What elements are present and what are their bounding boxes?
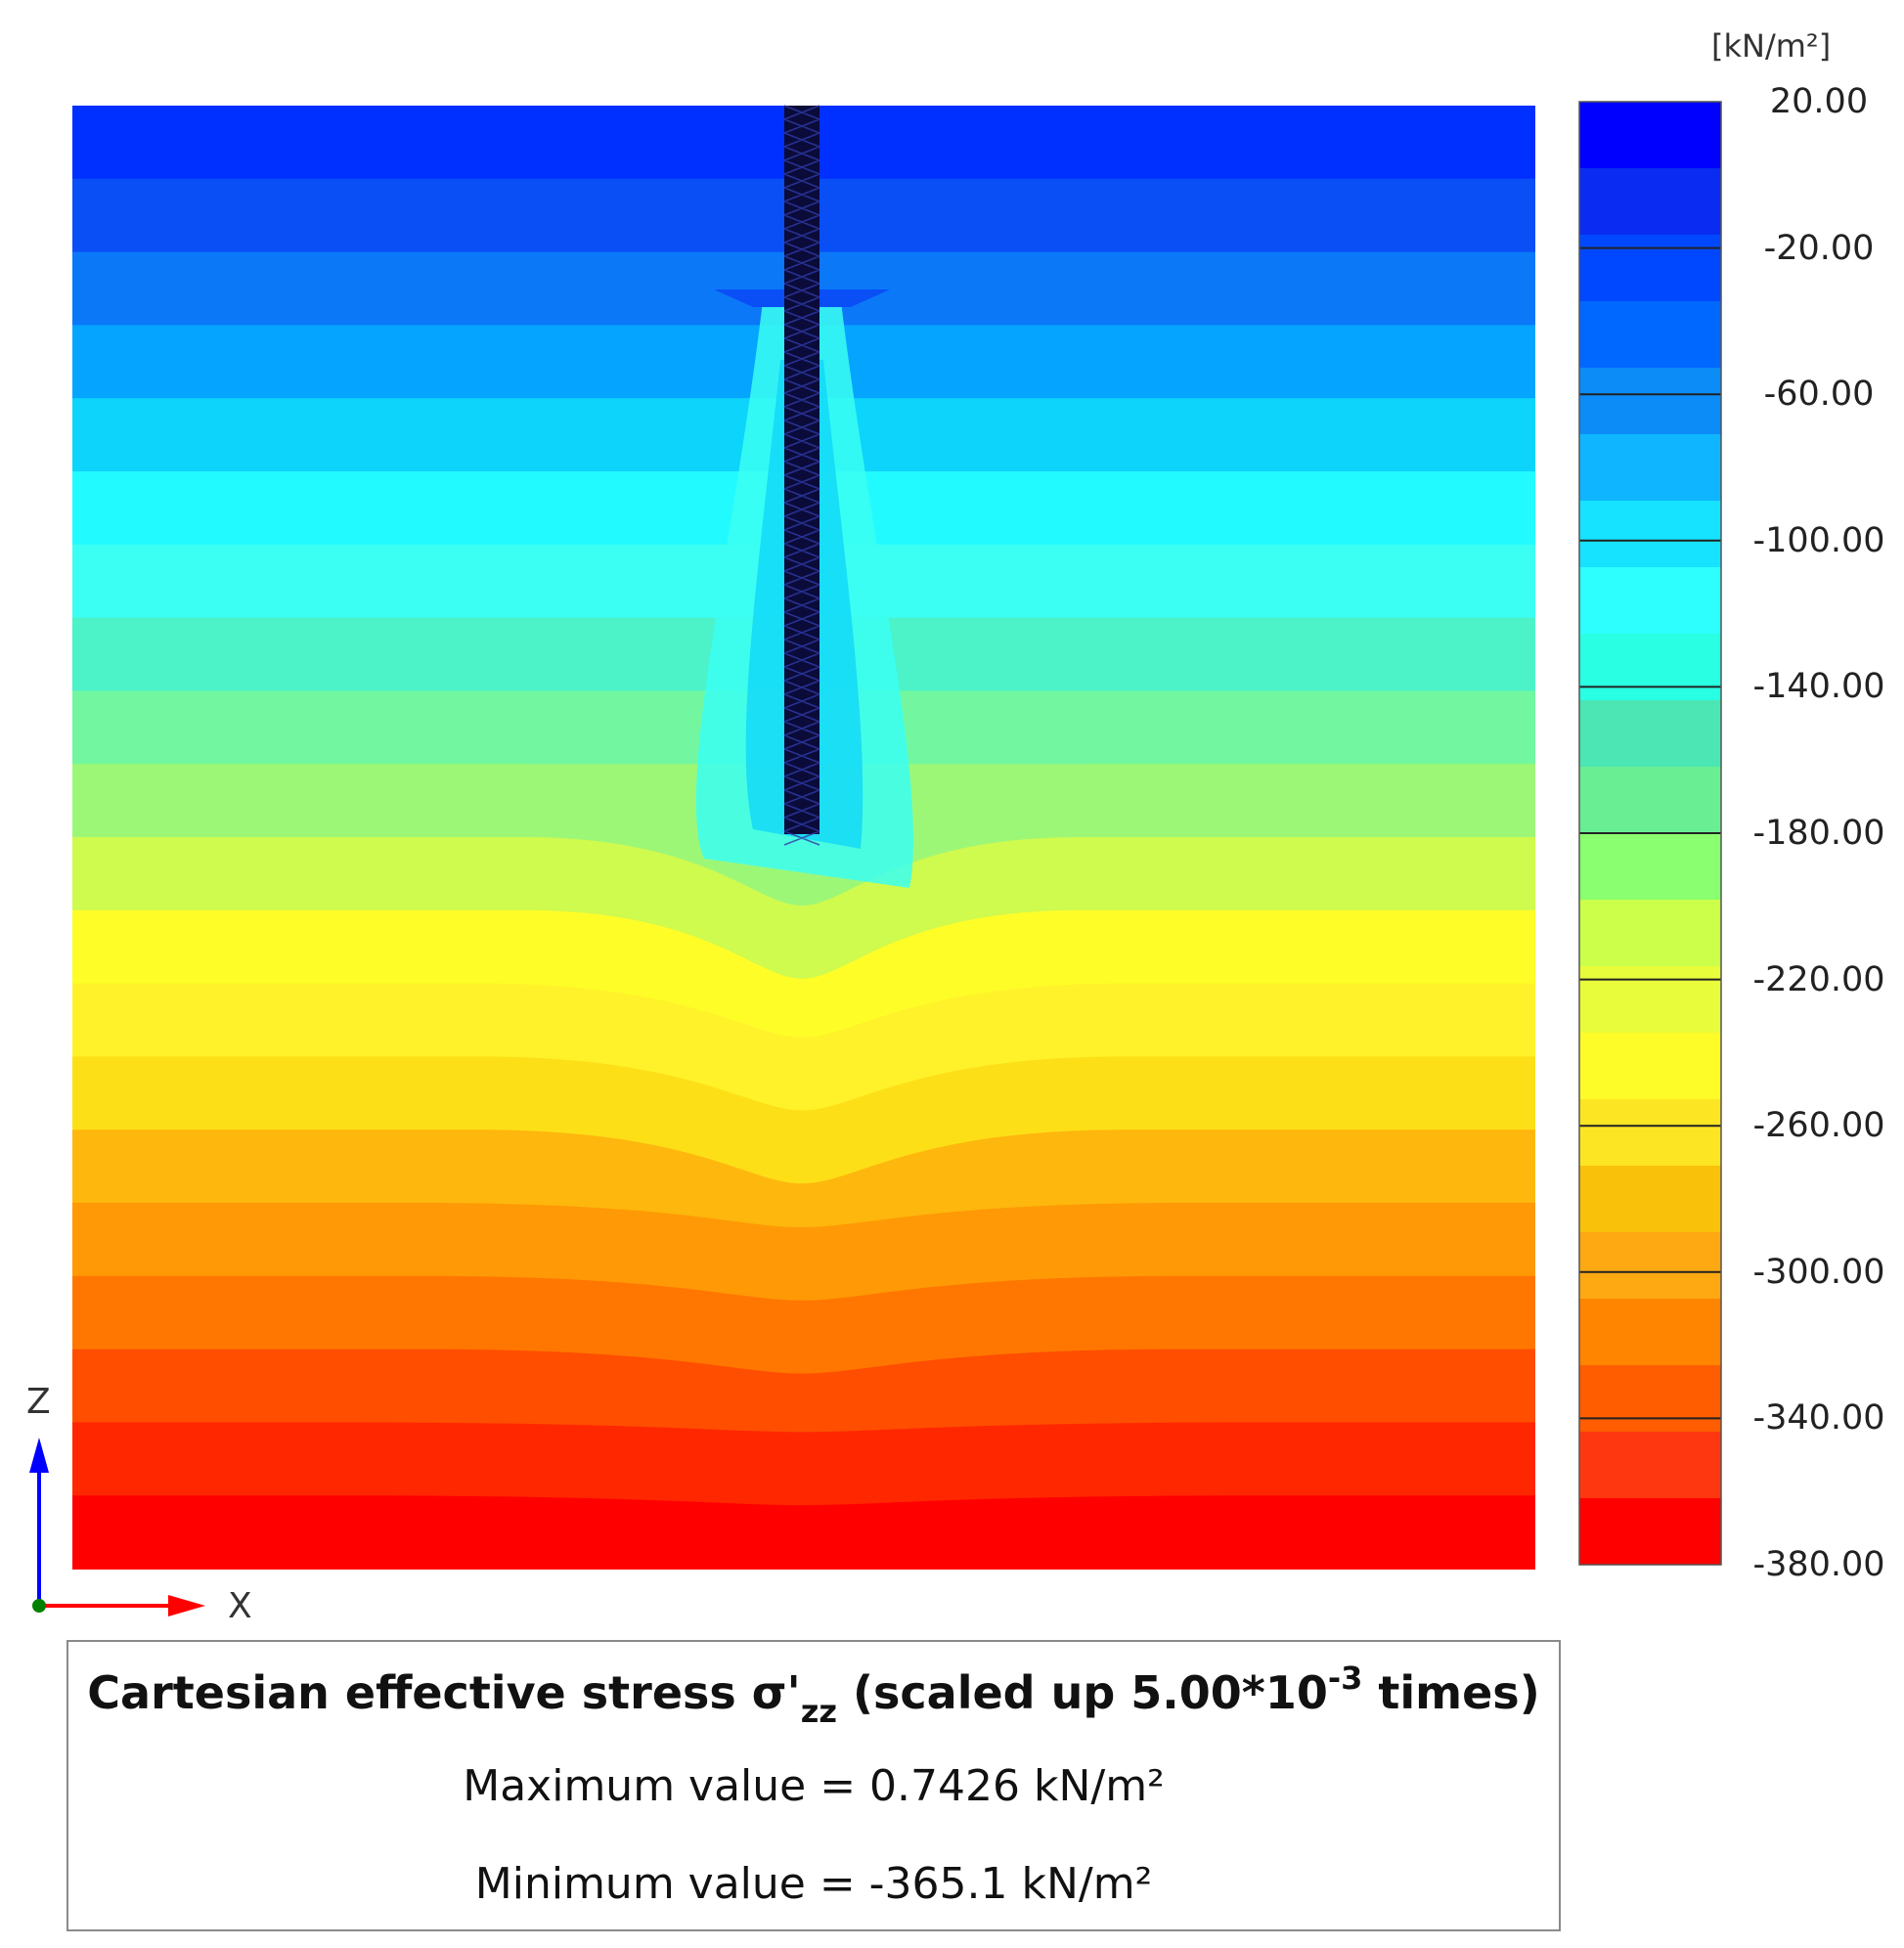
legend-band bbox=[1579, 634, 1721, 701]
legend-band bbox=[1579, 1498, 1721, 1566]
legend-color-bar bbox=[1578, 101, 1722, 1566]
legend-tick-label: -340.00 bbox=[1752, 1398, 1885, 1439]
plot-title: Cartesian effective stress σ'zz (scaled … bbox=[87, 1660, 1540, 1730]
legend-band bbox=[1579, 434, 1721, 502]
legend-band bbox=[1579, 900, 1721, 967]
minimum-value-text: Minimum value = -365.1 kN/m² bbox=[474, 1859, 1153, 1909]
legend-band bbox=[1579, 833, 1721, 901]
x-axis-arrowhead bbox=[168, 1595, 205, 1616]
legend-unit-label: [kN/m²] bbox=[1711, 27, 1832, 65]
legend-band bbox=[1579, 368, 1721, 435]
contour-band-shape bbox=[72, 1495, 1535, 1569]
legend-tick-label: -140.00 bbox=[1752, 667, 1885, 707]
legend-band bbox=[1579, 1299, 1721, 1366]
axis-triad bbox=[29, 1438, 205, 1616]
legend-band bbox=[1579, 1033, 1721, 1100]
legend-band bbox=[1579, 1099, 1721, 1167]
legend-tick-label: -180.00 bbox=[1752, 814, 1885, 853]
axis-x-label: X bbox=[228, 1586, 252, 1626]
info-box: Cartesian effective stress σ'zz (scaled … bbox=[66, 1640, 1561, 1931]
legend-band bbox=[1579, 1432, 1721, 1499]
legend-band bbox=[1579, 1166, 1721, 1233]
maximum-value-text: Maximum value = 0.7426 kN/m² bbox=[463, 1761, 1165, 1811]
legend-band bbox=[1579, 301, 1721, 369]
legend-frame bbox=[1578, 101, 1722, 1566]
pile-mesh bbox=[783, 105, 820, 846]
legend-band bbox=[1579, 235, 1721, 302]
axis-z-label: Z bbox=[26, 1382, 51, 1422]
legend-band bbox=[1579, 1232, 1721, 1300]
legend-band bbox=[1579, 501, 1721, 568]
pile-body bbox=[784, 106, 819, 834]
legend-tick-label: -220.00 bbox=[1752, 959, 1885, 999]
legend-band bbox=[1579, 966, 1721, 1034]
legend-tick-label: -380.00 bbox=[1752, 1545, 1885, 1584]
legend-band bbox=[1579, 767, 1721, 834]
legend-tick-label: -260.00 bbox=[1752, 1106, 1885, 1146]
axis-origin bbox=[32, 1599, 46, 1613]
legend-tick-label: -20.00 bbox=[1763, 228, 1875, 268]
z-axis-arrowhead bbox=[29, 1438, 49, 1473]
legend-tick-label: -60.00 bbox=[1763, 375, 1875, 415]
legend-band bbox=[1579, 567, 1721, 635]
legend-band bbox=[1579, 700, 1721, 768]
legend-band bbox=[1579, 1365, 1721, 1433]
legend-tick-label: -300.00 bbox=[1752, 1252, 1885, 1292]
legend-tick-label: -100.00 bbox=[1752, 520, 1885, 560]
legend-band bbox=[1579, 168, 1721, 236]
legend-band bbox=[1579, 102, 1721, 169]
legend-tick-label: 20.00 bbox=[1769, 82, 1869, 121]
pile bbox=[783, 105, 820, 846]
